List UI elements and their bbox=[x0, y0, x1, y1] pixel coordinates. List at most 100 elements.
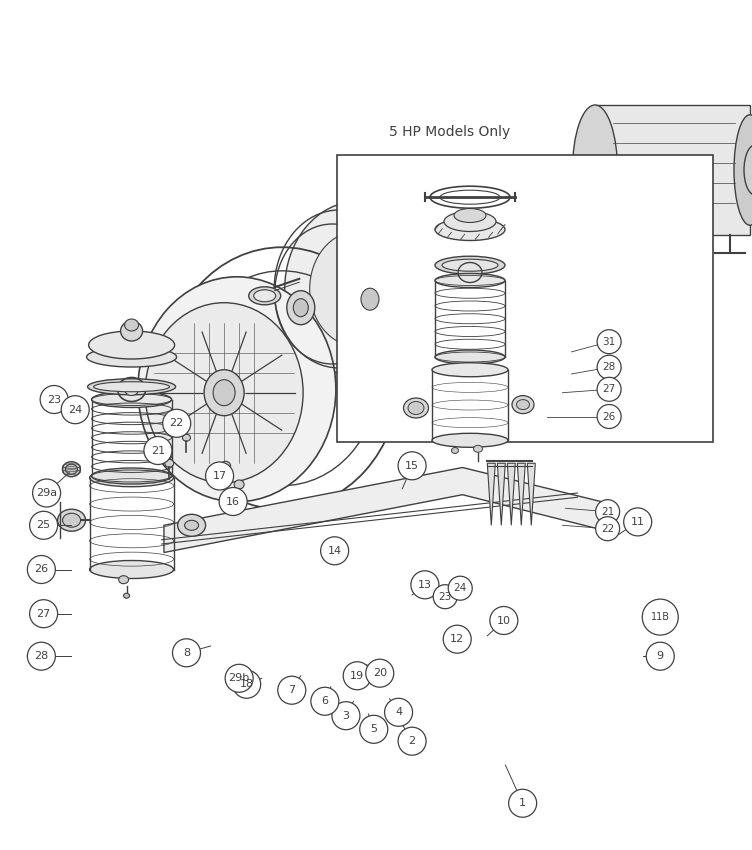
Ellipse shape bbox=[89, 331, 174, 359]
Ellipse shape bbox=[360, 252, 370, 262]
Ellipse shape bbox=[744, 145, 752, 195]
Polygon shape bbox=[508, 463, 515, 525]
Ellipse shape bbox=[177, 514, 205, 536]
Circle shape bbox=[597, 330, 621, 354]
Ellipse shape bbox=[412, 220, 423, 230]
Text: 31: 31 bbox=[602, 337, 616, 347]
Ellipse shape bbox=[213, 380, 235, 405]
Circle shape bbox=[320, 537, 349, 564]
Ellipse shape bbox=[342, 250, 382, 298]
Circle shape bbox=[162, 410, 191, 437]
Circle shape bbox=[642, 599, 678, 635]
Ellipse shape bbox=[253, 290, 276, 302]
Ellipse shape bbox=[403, 268, 432, 302]
Circle shape bbox=[623, 508, 652, 536]
Text: 1: 1 bbox=[519, 798, 526, 808]
Circle shape bbox=[433, 585, 457, 609]
Ellipse shape bbox=[451, 447, 459, 454]
Circle shape bbox=[398, 452, 426, 479]
Ellipse shape bbox=[183, 434, 190, 441]
Polygon shape bbox=[527, 463, 535, 525]
Ellipse shape bbox=[89, 560, 174, 579]
Ellipse shape bbox=[285, 201, 429, 377]
Polygon shape bbox=[497, 463, 505, 525]
Text: 14: 14 bbox=[328, 546, 341, 556]
Ellipse shape bbox=[65, 464, 77, 474]
Bar bbox=[632, 187, 670, 219]
Ellipse shape bbox=[512, 395, 534, 414]
Text: 28: 28 bbox=[35, 651, 48, 661]
Ellipse shape bbox=[408, 401, 424, 415]
Text: 29a: 29a bbox=[36, 488, 57, 498]
Text: 11B: 11B bbox=[650, 612, 670, 622]
Circle shape bbox=[332, 702, 360, 729]
Ellipse shape bbox=[404, 398, 429, 418]
Text: 19: 19 bbox=[350, 671, 364, 681]
Circle shape bbox=[411, 571, 439, 598]
Ellipse shape bbox=[119, 575, 129, 584]
Ellipse shape bbox=[249, 286, 280, 305]
Ellipse shape bbox=[92, 468, 171, 484]
Ellipse shape bbox=[432, 434, 508, 447]
Ellipse shape bbox=[734, 115, 752, 225]
Ellipse shape bbox=[435, 274, 505, 287]
Text: 5: 5 bbox=[370, 724, 378, 734]
Text: 28: 28 bbox=[602, 362, 616, 372]
Bar bbox=[595, 105, 750, 235]
Text: 27: 27 bbox=[37, 609, 50, 619]
Ellipse shape bbox=[87, 379, 176, 394]
Text: 23: 23 bbox=[47, 394, 61, 405]
Bar bbox=[337, 155, 713, 442]
Ellipse shape bbox=[465, 252, 475, 262]
Ellipse shape bbox=[92, 392, 171, 407]
Ellipse shape bbox=[456, 297, 474, 319]
Text: 17: 17 bbox=[213, 471, 226, 481]
Ellipse shape bbox=[435, 256, 505, 275]
Text: 9: 9 bbox=[656, 651, 664, 661]
Text: 16: 16 bbox=[226, 496, 240, 507]
Ellipse shape bbox=[220, 462, 231, 470]
Ellipse shape bbox=[330, 179, 505, 390]
Circle shape bbox=[508, 790, 537, 817]
Circle shape bbox=[40, 386, 68, 413]
Circle shape bbox=[27, 556, 56, 583]
Ellipse shape bbox=[353, 278, 387, 320]
Ellipse shape bbox=[93, 382, 170, 392]
Polygon shape bbox=[164, 468, 608, 552]
Ellipse shape bbox=[184, 520, 199, 530]
Text: 8: 8 bbox=[183, 648, 190, 658]
Circle shape bbox=[490, 607, 518, 634]
Circle shape bbox=[365, 660, 394, 687]
Text: 13: 13 bbox=[418, 580, 432, 590]
Ellipse shape bbox=[234, 480, 244, 489]
Text: 22: 22 bbox=[170, 418, 183, 428]
Ellipse shape bbox=[454, 208, 486, 223]
Ellipse shape bbox=[204, 370, 244, 416]
Ellipse shape bbox=[287, 291, 315, 325]
Ellipse shape bbox=[138, 277, 336, 502]
Circle shape bbox=[27, 643, 56, 670]
Circle shape bbox=[32, 479, 61, 507]
Ellipse shape bbox=[442, 259, 498, 271]
Ellipse shape bbox=[62, 513, 80, 527]
Ellipse shape bbox=[293, 298, 308, 317]
Circle shape bbox=[597, 377, 621, 401]
Bar bbox=[632, 222, 670, 244]
Ellipse shape bbox=[120, 321, 143, 341]
Text: 21: 21 bbox=[151, 445, 165, 456]
Ellipse shape bbox=[165, 459, 174, 468]
Circle shape bbox=[448, 576, 472, 600]
Circle shape bbox=[232, 671, 261, 698]
Circle shape bbox=[398, 728, 426, 755]
Circle shape bbox=[443, 626, 472, 653]
Ellipse shape bbox=[125, 383, 138, 395]
Ellipse shape bbox=[572, 105, 617, 235]
Ellipse shape bbox=[62, 462, 80, 477]
Text: 3: 3 bbox=[342, 711, 350, 721]
Text: 26: 26 bbox=[35, 564, 48, 575]
Text: 23: 23 bbox=[438, 592, 452, 602]
Ellipse shape bbox=[432, 363, 508, 377]
Ellipse shape bbox=[125, 319, 138, 331]
Ellipse shape bbox=[123, 593, 129, 598]
Ellipse shape bbox=[435, 218, 505, 241]
